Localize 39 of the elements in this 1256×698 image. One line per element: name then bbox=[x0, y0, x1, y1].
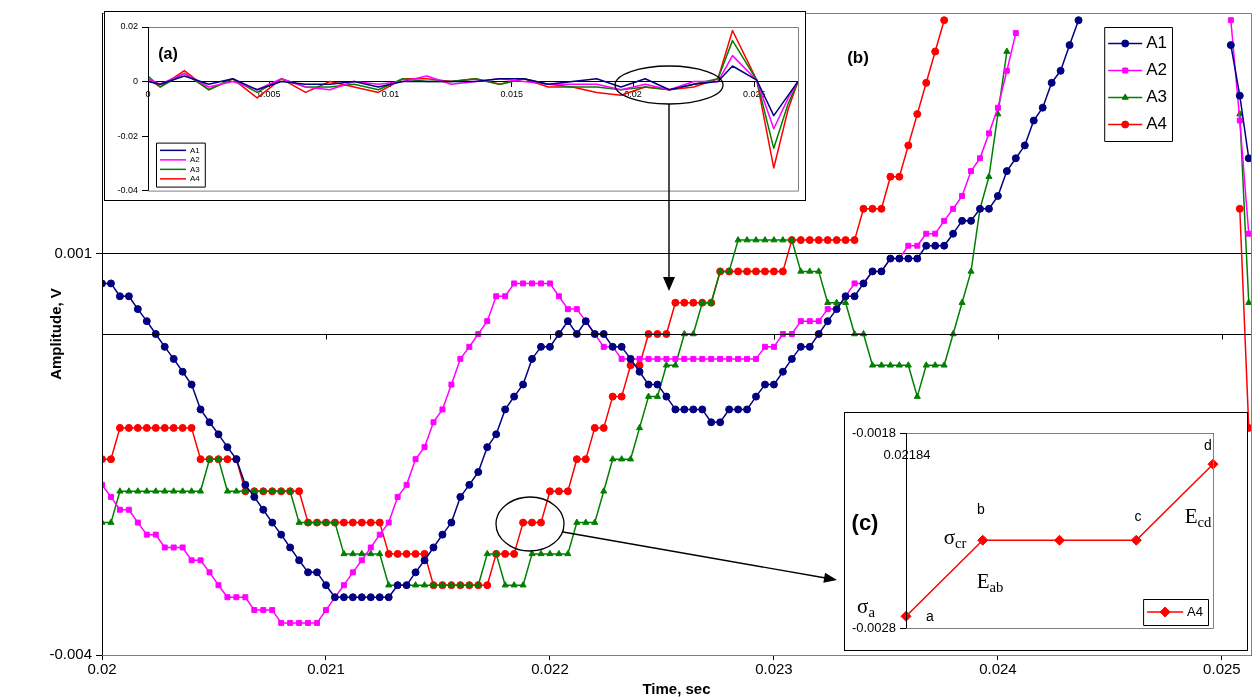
x-tick-label: 0.021 bbox=[307, 660, 345, 678]
annotation: (b) bbox=[847, 47, 869, 67]
annotation: b bbox=[977, 500, 986, 517]
y-tick-label: -0.0018 bbox=[851, 424, 896, 440]
legend-label: A4 bbox=[1187, 603, 1204, 619]
x-tick-label: 0.025 bbox=[1203, 660, 1241, 678]
x-tick-label: 0.01 bbox=[381, 89, 400, 100]
annotation: d bbox=[1204, 436, 1212, 453]
x-tick-label: 0.02 bbox=[87, 660, 117, 678]
point bbox=[1207, 458, 1219, 470]
y-tick-label: 0.02 bbox=[120, 21, 138, 32]
annotation: (c) bbox=[851, 510, 879, 536]
legend-label: A2 bbox=[1146, 60, 1167, 80]
annotation: c bbox=[1134, 507, 1142, 524]
y-axis-title: Amplitude, V bbox=[47, 288, 65, 380]
x-tick-label: 0.023 bbox=[755, 660, 793, 678]
point bbox=[900, 610, 912, 622]
y-tick-label: 0.001 bbox=[54, 243, 92, 261]
x-tick-label: 0.015 bbox=[500, 89, 524, 100]
legend-label: A3 bbox=[1146, 87, 1167, 107]
legend-label: A4 bbox=[1146, 114, 1167, 134]
annotation: a bbox=[926, 607, 935, 624]
y-tick-label: -0.0028 bbox=[851, 619, 896, 635]
y-tick-label: -0.04 bbox=[117, 185, 138, 196]
y-tick-label: -0.02 bbox=[117, 130, 138, 141]
legend-label: A2 bbox=[190, 155, 201, 165]
y-tick-label: -0.004 bbox=[49, 645, 92, 663]
point bbox=[977, 534, 989, 546]
x-axis-title: Time, sec bbox=[642, 680, 711, 698]
legend-label: A1 bbox=[1146, 33, 1167, 53]
y-tick-label: 0 bbox=[132, 76, 138, 87]
x-tick-label: 0.024 bbox=[979, 660, 1017, 678]
annotation: (a) bbox=[158, 45, 178, 63]
legend-label: A4 bbox=[190, 174, 201, 184]
legend-label: A1 bbox=[190, 145, 201, 155]
point bbox=[1054, 534, 1065, 546]
point bbox=[1130, 534, 1142, 546]
x-tick-label: 0.022 bbox=[531, 660, 569, 678]
legend-label: A3 bbox=[190, 164, 201, 174]
